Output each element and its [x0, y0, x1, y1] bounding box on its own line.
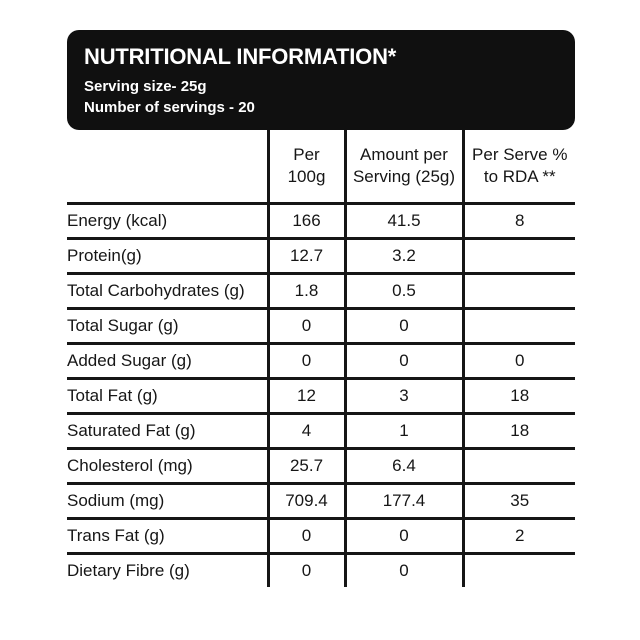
number-of-servings-text: Number of servings - 20 — [84, 98, 255, 116]
row-label: Energy (kcal) — [67, 203, 268, 240]
label-title: NUTRITIONAL INFORMATION* — [84, 44, 397, 69]
value-per-serving: 0.5 — [343, 273, 463, 310]
row-label: Total Sugar (g) — [67, 308, 268, 345]
row-label: Trans Fat (g) — [67, 518, 268, 555]
value-rda: 18 — [461, 413, 575, 450]
value-rda: 2 — [461, 518, 575, 555]
serving-size-text: Serving size- 25g — [84, 77, 207, 95]
column-header-per-serving: Amount per Serving (25g) — [343, 130, 463, 205]
table-row: Sodium (mg) 709.4 177.4 35 — [67, 483, 575, 520]
table-row: Saturated Fat (g) 4 1 18 — [67, 413, 575, 450]
value-per-100g: 0 — [266, 518, 345, 555]
nutrition-label: NUTRITIONAL INFORMATION* Serving size- 2… — [67, 30, 575, 587]
nutrition-table: Per 100g Amount per Serving (25g) Per Se… — [67, 130, 575, 587]
value-per-100g: 0 — [266, 553, 345, 587]
table-row: Cholesterol (mg) 25.7 6.4 — [67, 448, 575, 485]
value-per-100g: 0 — [266, 308, 345, 345]
value-per-serving: 177.4 — [343, 483, 463, 520]
value-per-100g: 4 — [266, 413, 345, 450]
value-per-serving: 6.4 — [343, 448, 463, 485]
value-per-100g: 1.8 — [266, 273, 345, 310]
value-per-serving: 3.2 — [343, 238, 463, 275]
value-per-serving: 0 — [343, 343, 463, 380]
column-header-blank — [67, 130, 268, 205]
value-per-100g: 709.4 — [266, 483, 345, 520]
value-rda: 8 — [461, 203, 575, 240]
value-per-serving: 41.5 — [343, 203, 463, 240]
table-row: Energy (kcal) 166 41.5 8 — [67, 203, 575, 240]
value-per-serving: 1 — [343, 413, 463, 450]
value-rda: 0 — [461, 343, 575, 380]
table-row: Dietary Fibre (g) 0 0 — [67, 553, 575, 587]
row-label: Total Fat (g) — [67, 378, 268, 415]
table-row: Total Carbohydrates (g) 1.8 0.5 — [67, 273, 575, 310]
row-label: Sodium (mg) — [67, 483, 268, 520]
value-per-serving: 0 — [343, 518, 463, 555]
value-per-100g: 0 — [266, 343, 345, 380]
row-label: Total Carbohydrates (g) — [67, 273, 268, 310]
table-row: Protein(g) 12.7 3.2 — [67, 238, 575, 275]
value-rda — [461, 273, 575, 310]
value-rda — [461, 553, 575, 587]
table-row: Total Fat (g) 12 3 18 — [67, 378, 575, 415]
value-per-100g: 12 — [266, 378, 345, 415]
value-per-serving: 0 — [343, 308, 463, 345]
value-rda: 18 — [461, 378, 575, 415]
row-label: Cholesterol (mg) — [67, 448, 268, 485]
table-row: Added Sugar (g) 0 0 0 — [67, 343, 575, 380]
row-label: Saturated Fat (g) — [67, 413, 268, 450]
label-header: NUTRITIONAL INFORMATION* Serving size- 2… — [67, 30, 575, 130]
value-rda — [461, 238, 575, 275]
value-rda — [461, 308, 575, 345]
value-per-serving: 0 — [343, 553, 463, 587]
table-header-row: Per 100g Amount per Serving (25g) Per Se… — [67, 130, 575, 205]
row-label: Added Sugar (g) — [67, 343, 268, 380]
value-per-100g: 166 — [266, 203, 345, 240]
value-per-100g: 25.7 — [266, 448, 345, 485]
value-per-serving: 3 — [343, 378, 463, 415]
value-rda: 35 — [461, 483, 575, 520]
row-label: Dietary Fibre (g) — [67, 561, 190, 580]
table-row: Total Sugar (g) 0 0 — [67, 308, 575, 345]
table-row: Trans Fat (g) 0 0 2 — [67, 518, 575, 555]
value-per-100g: 12.7 — [266, 238, 345, 275]
column-header-per-100g: Per 100g — [266, 130, 345, 205]
row-label: Protein(g) — [67, 238, 268, 275]
value-rda — [461, 448, 575, 485]
column-header-rda: Per Serve % to RDA ** — [461, 130, 575, 205]
